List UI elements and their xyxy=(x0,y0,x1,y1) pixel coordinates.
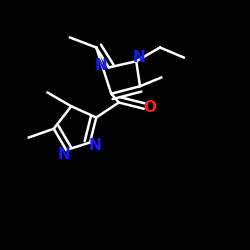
Text: N: N xyxy=(132,50,145,65)
Text: O: O xyxy=(143,100,156,115)
Text: N: N xyxy=(89,138,102,152)
Text: N: N xyxy=(95,58,108,72)
Text: N: N xyxy=(58,147,70,162)
